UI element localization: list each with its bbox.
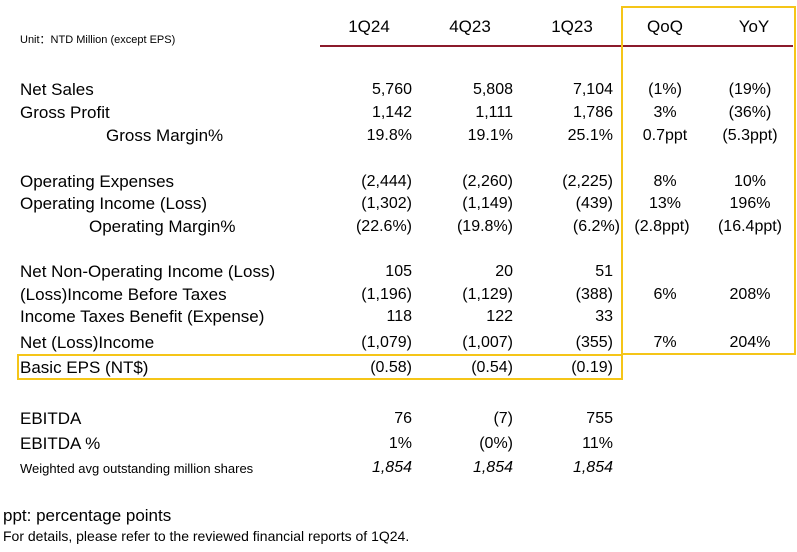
cell-1q24: 5,760	[371, 81, 412, 98]
footnote-ppt: ppt: percentage points	[3, 506, 172, 525]
cell-1q24: 1%	[388, 435, 412, 452]
col-header-1q23: 1Q23	[551, 17, 593, 36]
cell-4q23: (2,260)	[462, 173, 513, 190]
cell-1q24: (1,196)	[361, 286, 412, 303]
cell-yoy: (5.3ppt)	[722, 127, 778, 144]
eps-highlight-box	[17, 354, 623, 380]
cell-1q23: (0.19)	[571, 359, 613, 376]
cell-1q23: (355)	[575, 334, 613, 351]
row-label: Gross Margin%	[106, 126, 224, 145]
row-label: (Loss)Income Before Taxes	[20, 285, 227, 304]
cell-1q24: (22.6%)	[355, 218, 412, 235]
cell-1q24: 76	[394, 410, 412, 427]
cell-qoq: 3%	[653, 104, 677, 121]
row-label: EBITDA %	[20, 434, 101, 453]
row-label: Weighted avg outstanding million shares	[20, 461, 254, 476]
row-label: Operating Expenses	[20, 172, 175, 191]
cell-qoq: 0.7ppt	[642, 127, 688, 144]
cell-1q23: (388)	[575, 286, 613, 303]
cell-1q24: 1,854	[371, 459, 412, 476]
cell-4q23: 122	[486, 308, 513, 325]
col-header-1q24: 1Q24	[348, 17, 390, 36]
row-label: Net (Loss)Income	[20, 333, 155, 352]
row-label: Operating Margin%	[89, 217, 236, 236]
cell-1q24: (2,444)	[361, 173, 412, 190]
row-label: Operating Income (Loss)	[20, 194, 208, 213]
cell-4q23: (0%)	[479, 435, 513, 452]
cell-1q23: 11%	[582, 435, 613, 452]
cell-1q23: 25.1%	[567, 127, 613, 144]
cell-4q23: (7)	[493, 410, 513, 427]
unit-label: Unit：NTD Million (except EPS)	[20, 34, 176, 46]
cell-4q23: (0.54)	[471, 359, 513, 376]
col-header-qoq: QoQ	[647, 17, 683, 36]
cell-4q23: 1,854	[472, 459, 513, 476]
footnote-details: For details, please refer to the reviewe…	[3, 528, 410, 544]
col-header-4q23: 4Q23	[449, 17, 491, 36]
col-header-yoy: YoY	[738, 17, 770, 36]
cell-qoq: 13%	[648, 195, 682, 212]
row-label: Basic EPS (NT$)	[20, 358, 149, 377]
cell-4q23: 1,111	[475, 104, 513, 121]
row-label: EBITDA	[20, 409, 82, 428]
cell-4q23: (1,129)	[462, 286, 513, 303]
cell-1q23: (439)	[575, 195, 613, 212]
cell-1q24: 19.8%	[366, 127, 412, 144]
row-label: Net Sales	[20, 80, 94, 99]
cell-qoq: (2.8ppt)	[634, 218, 690, 235]
cell-yoy: (19%)	[728, 81, 772, 98]
cell-yoy: (36%)	[728, 104, 772, 121]
cell-qoq: 6%	[653, 286, 677, 303]
qoq-yoy-highlight-box	[621, 6, 796, 355]
cell-yoy: (16.4ppt)	[717, 218, 783, 235]
cell-4q23: (1,007)	[462, 334, 513, 351]
cell-yoy: 204%	[729, 334, 771, 351]
cell-yoy: 10%	[733, 173, 767, 190]
cell-1q24: (1,079)	[361, 334, 412, 351]
header-rule	[320, 45, 793, 47]
cell-1q24: (1,302)	[361, 195, 412, 212]
cell-4q23: (19.8%)	[456, 218, 513, 235]
cell-1q23: 33	[595, 308, 613, 325]
cell-1q24: 118	[386, 308, 412, 325]
cell-1q23: (6.2%)	[572, 218, 620, 235]
cell-qoq: 7%	[653, 334, 677, 351]
cell-1q23: 1,854	[572, 459, 613, 476]
cell-1q24: 105	[385, 263, 412, 280]
cell-1q24: (0.58)	[370, 359, 412, 376]
cell-1q23: 7,104	[572, 81, 613, 98]
cell-qoq: (1%)	[648, 81, 682, 98]
row-label: Net Non-Operating Income (Loss)	[20, 262, 276, 281]
row-label: Income Taxes Benefit (Expense)	[20, 307, 265, 326]
cell-qoq: 8%	[653, 173, 677, 190]
cell-1q24: 1,142	[371, 104, 412, 121]
cell-1q23: 51	[595, 263, 613, 280]
cell-4q23: 20	[495, 263, 513, 280]
cell-1q23: 1,786	[572, 104, 613, 121]
cell-yoy: 208%	[729, 286, 771, 303]
row-label: Gross Profit	[20, 103, 110, 122]
cell-1q23: (2,225)	[562, 173, 613, 190]
cell-4q23: 5,808	[472, 81, 513, 98]
cell-yoy: 196%	[729, 195, 771, 212]
cell-1q23: 755	[586, 410, 613, 427]
cell-4q23: (1,149)	[462, 195, 513, 212]
cell-4q23: 19.1%	[467, 127, 513, 144]
